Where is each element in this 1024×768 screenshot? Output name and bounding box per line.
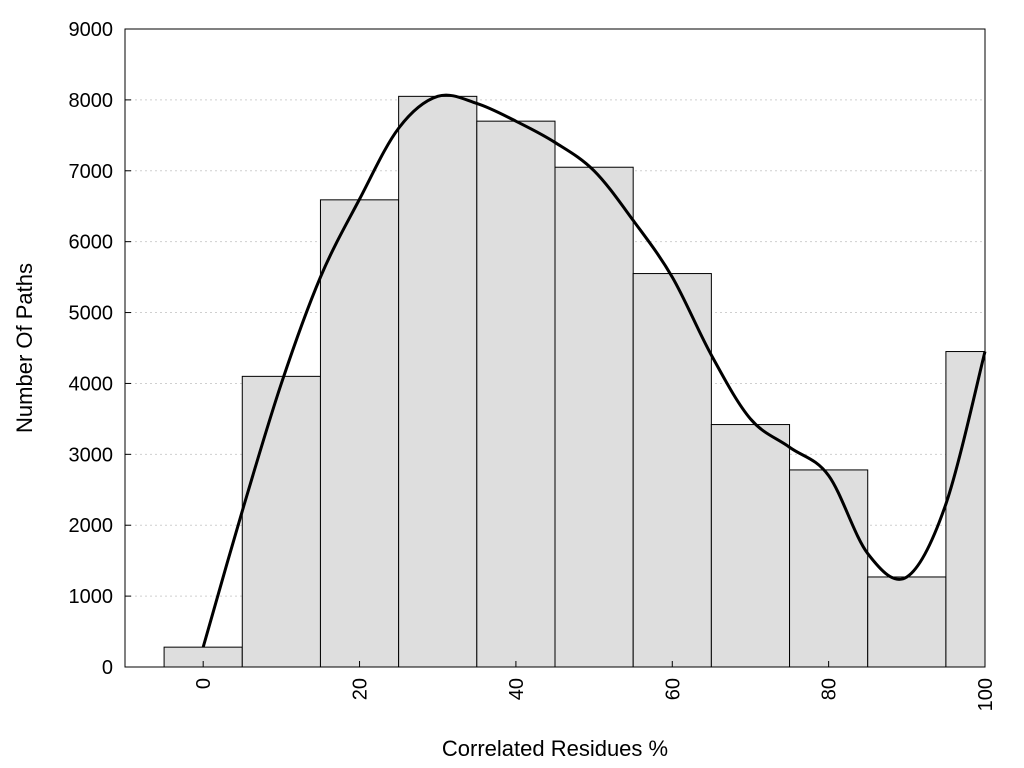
bar-80 bbox=[789, 469, 869, 668]
plot-frame bbox=[124, 28, 986, 668]
x-tick-label-0: 0 bbox=[193, 678, 215, 689]
bar-100 bbox=[945, 351, 986, 668]
bar-10 bbox=[241, 375, 321, 668]
x-tick-label-20: 20 bbox=[350, 678, 372, 700]
x-tick-label-80: 80 bbox=[819, 678, 841, 700]
y-tick-label-1000: 1000 bbox=[69, 586, 114, 608]
y-tick-label-9000: 9000 bbox=[69, 19, 114, 41]
x-tick-label-60: 60 bbox=[662, 678, 684, 700]
y-tick-label-3000: 3000 bbox=[69, 444, 114, 466]
y-tick-label-7000: 7000 bbox=[69, 161, 114, 183]
x-tick-label-100: 100 bbox=[975, 678, 997, 711]
y-tick-label-4000: 4000 bbox=[69, 373, 114, 395]
bars bbox=[163, 95, 986, 668]
bar-40 bbox=[476, 120, 556, 668]
y-tick-label-8000: 8000 bbox=[69, 90, 114, 112]
x-axis-title: Correlated Residues % bbox=[442, 736, 668, 761]
y-tick-labels: 0 1000 2000 3000 4000 5000 6000 7000 8000 9000 bbox=[69, 19, 131, 679]
y-tick-label-0: 0 bbox=[102, 657, 113, 679]
bar-90 bbox=[867, 576, 947, 668]
bar-20 bbox=[319, 199, 400, 668]
bar-50 bbox=[554, 166, 634, 668]
smooth-trend-curve bbox=[201, 93, 987, 648]
y-tick-label-2000: 2000 bbox=[69, 515, 114, 537]
y-tick-label-5000: 5000 bbox=[69, 303, 114, 325]
y-tick-label-6000: 6000 bbox=[69, 232, 114, 254]
bar-30 bbox=[398, 95, 478, 668]
bar-70 bbox=[710, 424, 791, 668]
y-axis-title: Number Of Paths bbox=[12, 263, 37, 433]
x-tick-labels: 0 20 40 60 80 100 bbox=[193, 661, 997, 711]
x-tick-label-40: 40 bbox=[506, 678, 528, 700]
